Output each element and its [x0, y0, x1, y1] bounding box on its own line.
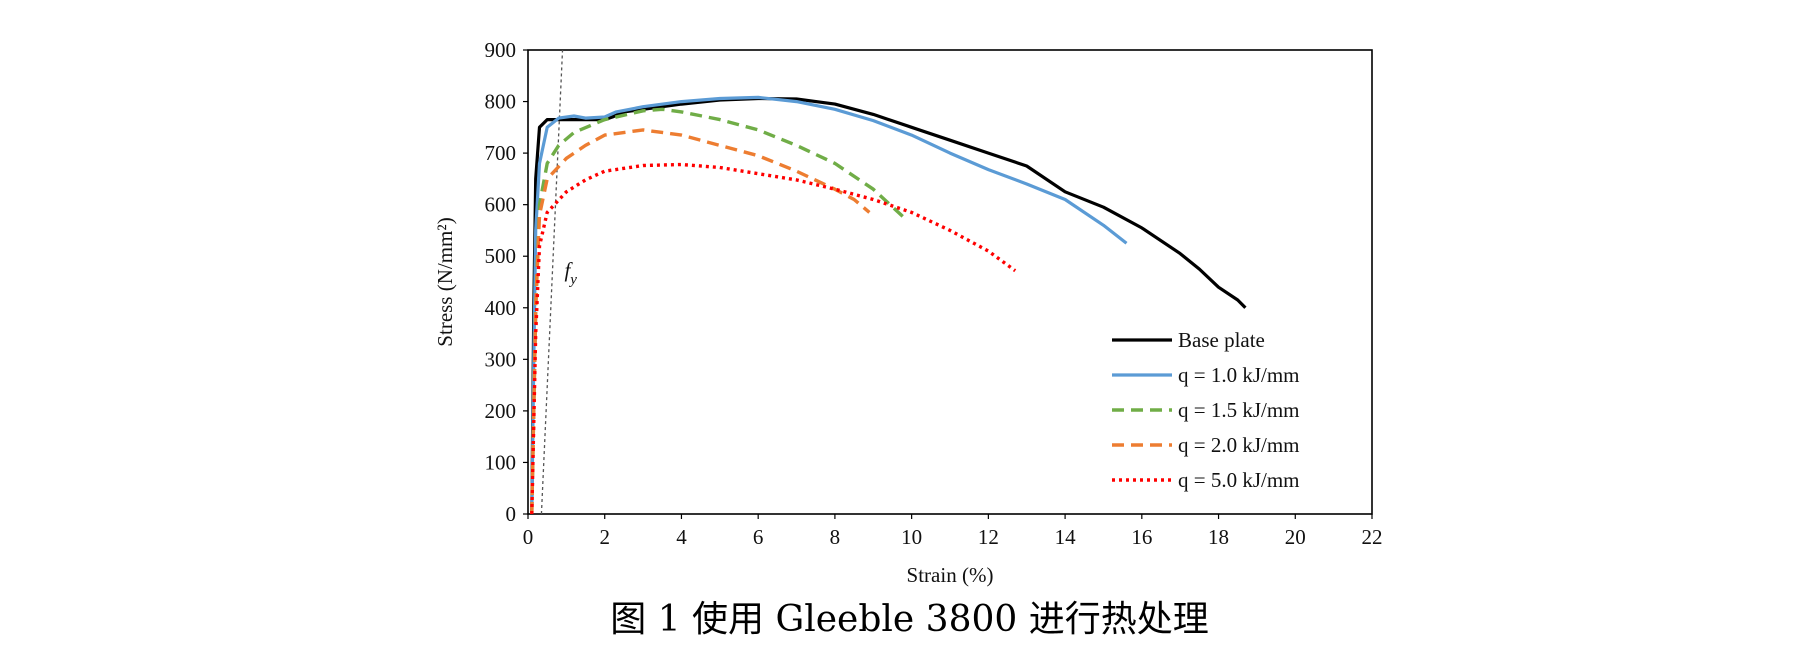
yield-annotation-main: f: [564, 258, 573, 282]
y-tick-label: 400: [485, 296, 517, 320]
series-line-4: [530, 162, 1017, 515]
series-line-3: [530, 128, 871, 515]
legend-label-3: q = 2.0 kJ/mm: [1178, 433, 1300, 457]
x-tick-label: 4: [676, 525, 687, 549]
x-tick-label: 6: [753, 525, 764, 549]
y-tick-label: 500: [485, 244, 517, 268]
stress-strain-chart: fy 0 2 4 6 8 10 12 14 16 18 20 22 0 100 200 300 400 500 60…: [433, 38, 1383, 587]
plot-area: [527, 49, 1373, 515]
legend-label-0: Base plate: [1178, 328, 1265, 352]
x-tick-label: 14: [1055, 525, 1077, 549]
x-tick-label: 16: [1131, 525, 1152, 549]
x-tick-label: 20: [1285, 525, 1306, 549]
yield-annotation: fy: [564, 258, 577, 288]
x-tick-label: 8: [830, 525, 841, 549]
legend-label-1: q = 1.0 kJ/mm: [1178, 363, 1300, 387]
x-tick-label: 18: [1208, 525, 1229, 549]
series-line-0: [530, 96, 1247, 515]
y-tick-label: 600: [485, 193, 517, 217]
plot-frame: [527, 49, 1373, 515]
series-line-2: [530, 107, 906, 515]
figure-caption: 图 1 使用 Gleeble 3800 进行热处理: [610, 599, 1209, 640]
y-axis-label: Stress (N/mm²): [433, 217, 457, 346]
y-tick-label: 900: [485, 38, 517, 62]
yield-annotation-sub: y: [568, 272, 577, 288]
y-tick-label: 300: [485, 347, 517, 371]
series-line-1: [530, 95, 1128, 515]
legend-label-4: q = 5.0 kJ/mm: [1178, 468, 1300, 492]
x-axis-label: Strain (%): [907, 563, 994, 587]
y-tick-label: 700: [485, 141, 517, 165]
axes-layer: 0 2 4 6 8 10 12 14 16 18 20 22 0 100 200 300 400 500 600 70…: [485, 38, 1383, 549]
x-tick-label: 22: [1362, 525, 1383, 549]
series-layer: fy: [530, 95, 1247, 515]
x-tick-label: 2: [599, 525, 610, 549]
y-tick-label: 200: [485, 399, 517, 423]
x-tick-label: 10: [901, 525, 922, 549]
y-tick-label: 0: [506, 502, 517, 526]
x-tick-label: 0: [523, 525, 534, 549]
x-tick-label: 12: [978, 525, 999, 549]
legend: Base plate q = 1.0 kJ/mm q = 1.5 kJ/mm q = …: [1112, 328, 1300, 492]
legend-label-2: q = 1.5 kJ/mm: [1178, 398, 1300, 422]
y-tick-label: 800: [485, 90, 517, 114]
y-tick-label: 100: [485, 450, 517, 474]
